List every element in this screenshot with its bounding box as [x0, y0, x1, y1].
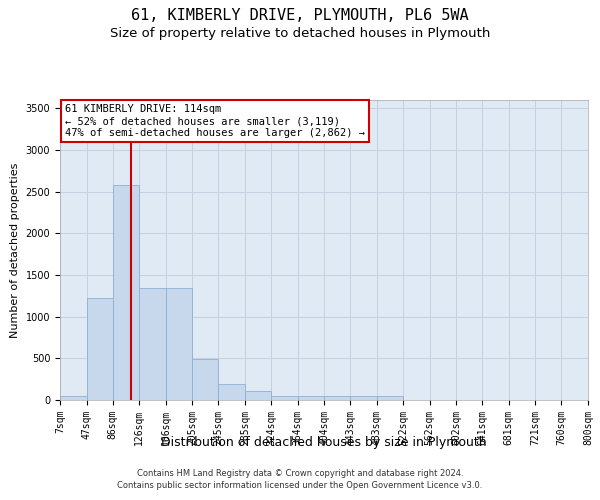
Bar — [113, 185, 139, 400]
Bar — [377, 396, 403, 400]
Bar — [60, 396, 86, 400]
Y-axis label: Number of detached properties: Number of detached properties — [10, 162, 20, 338]
Bar — [86, 298, 113, 400]
Text: Contains HM Land Registry data © Crown copyright and database right 2024.: Contains HM Land Registry data © Crown c… — [137, 468, 463, 477]
Bar — [298, 396, 325, 400]
Bar — [166, 288, 192, 400]
Bar — [218, 384, 245, 400]
Text: Size of property relative to detached houses in Plymouth: Size of property relative to detached ho… — [110, 28, 490, 40]
Bar — [350, 396, 377, 400]
Bar — [192, 359, 218, 400]
Text: Contains public sector information licensed under the Open Government Licence v3: Contains public sector information licen… — [118, 481, 482, 490]
Text: 61 KIMBERLY DRIVE: 114sqm
← 52% of detached houses are smaller (3,119)
47% of se: 61 KIMBERLY DRIVE: 114sqm ← 52% of detac… — [65, 104, 365, 138]
Bar — [325, 396, 350, 400]
Bar — [245, 391, 271, 400]
Bar — [139, 288, 166, 400]
Text: 61, KIMBERLY DRIVE, PLYMOUTH, PL6 5WA: 61, KIMBERLY DRIVE, PLYMOUTH, PL6 5WA — [131, 8, 469, 22]
Text: Distribution of detached houses by size in Plymouth: Distribution of detached houses by size … — [161, 436, 487, 449]
Bar — [271, 396, 298, 400]
